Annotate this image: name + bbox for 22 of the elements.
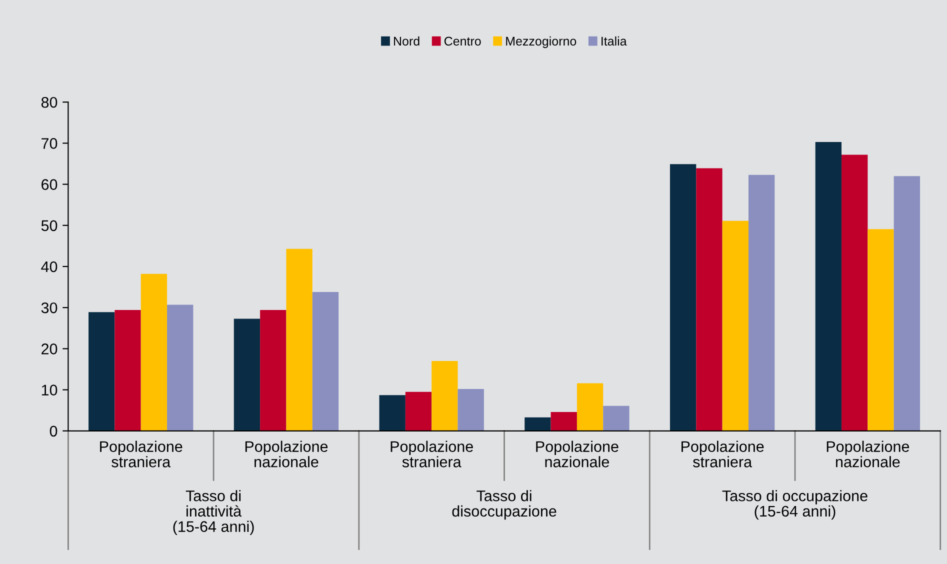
x-tick-label: Popolazione straniera <box>100 440 182 468</box>
legend-label: Centro <box>444 36 481 46</box>
y-tick-label: 0 <box>50 426 58 437</box>
y-tick-label: 30 <box>41 302 58 314</box>
legend-label: Mezzogiorno <box>506 36 576 48</box>
legend-label: Nord <box>394 36 420 46</box>
x-tick-label: Popolazione straniera <box>390 440 473 468</box>
y-tick-label: 40 <box>41 261 58 272</box>
x-tick-label: Popolazione nazionale <box>245 440 328 468</box>
y-tick-label: 70 <box>42 138 58 149</box>
x-tick-label: Popolazione nazionale <box>826 440 910 468</box>
text: Tasso di inattività (15-64 anni) <box>173 490 254 536</box>
y-tick-label: 60 <box>42 179 58 190</box>
legend-label: Italia <box>602 36 627 46</box>
y-tick-label: 80 <box>41 96 58 108</box>
x-tick-label: Popolazione straniera <box>682 440 764 468</box>
y-tick-label: 10 <box>42 384 58 396</box>
text: Tasso di disoccupazione <box>452 490 556 520</box>
x-tick-label: Popolazione nazionale <box>536 440 618 468</box>
text: Tasso di occupazione (15-64 anni) <box>722 490 868 520</box>
y-tick-label: 50 <box>41 220 58 232</box>
y-tick-label: 20 <box>42 344 58 354</box>
